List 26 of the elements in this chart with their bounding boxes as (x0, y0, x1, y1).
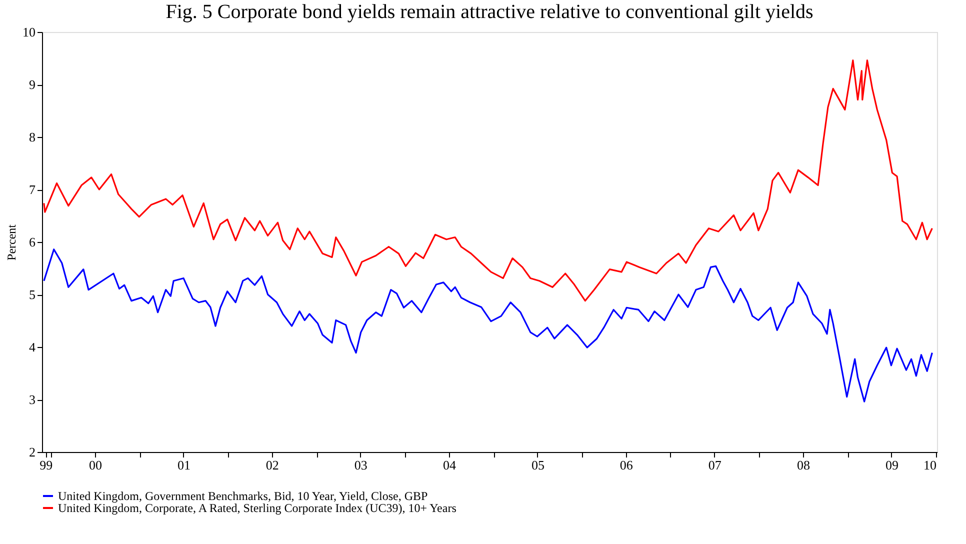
x-tick-label: 08 (797, 458, 810, 472)
y-tick-label: 5 (29, 287, 36, 302)
y-tick-label: 4 (29, 340, 36, 354)
x-tick-label: 06 (620, 458, 634, 472)
x-tick-label: 02 (266, 458, 279, 472)
x-tick-label: 99 (40, 458, 53, 472)
x-tick-label: 05 (531, 458, 544, 472)
y-tick-label: 9 (29, 77, 36, 92)
y-tick-label: 2 (29, 444, 36, 460)
legend-label: United Kingdom, Government Benchmarks, Bid, 10 Year, Yield, Close, GBP (58, 489, 428, 503)
x-tick-label: 00 (89, 458, 102, 472)
x-tick-label: 03 (354, 458, 368, 472)
y-tick-label: 6 (29, 234, 36, 250)
x-tick-label: 09 (885, 458, 898, 472)
x-tick-label: 01 (177, 458, 190, 472)
y-tick-label: 10 (22, 24, 36, 40)
y-tick-label: 8 (29, 130, 36, 144)
chart-title: Fig. 5 Corporate bond yields remain attractive relative to conventional gilt yields (166, 1, 814, 23)
y-tick-label: 7 (29, 182, 36, 197)
line-series (43, 248, 933, 402)
y-tick-label: 3 (29, 392, 36, 407)
x-tick-label: 10 (924, 458, 937, 472)
x-tick-label: 04 (443, 458, 457, 472)
y-axis-title: Percent (4, 224, 18, 260)
line-series (43, 60, 933, 302)
x-tick-label: 07 (708, 458, 722, 472)
